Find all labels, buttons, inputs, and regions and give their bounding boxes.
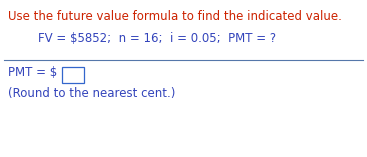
Text: PMT = $: PMT = $ xyxy=(8,66,57,79)
Bar xyxy=(62,67,84,83)
Text: Use the future value formula to find the indicated value.: Use the future value formula to find the… xyxy=(8,10,342,23)
Text: FV = $5852;  n = 16;  i = 0.05;  PMT = ?: FV = $5852; n = 16; i = 0.05; PMT = ? xyxy=(38,32,276,45)
Text: (Round to the nearest cent.): (Round to the nearest cent.) xyxy=(8,87,175,100)
